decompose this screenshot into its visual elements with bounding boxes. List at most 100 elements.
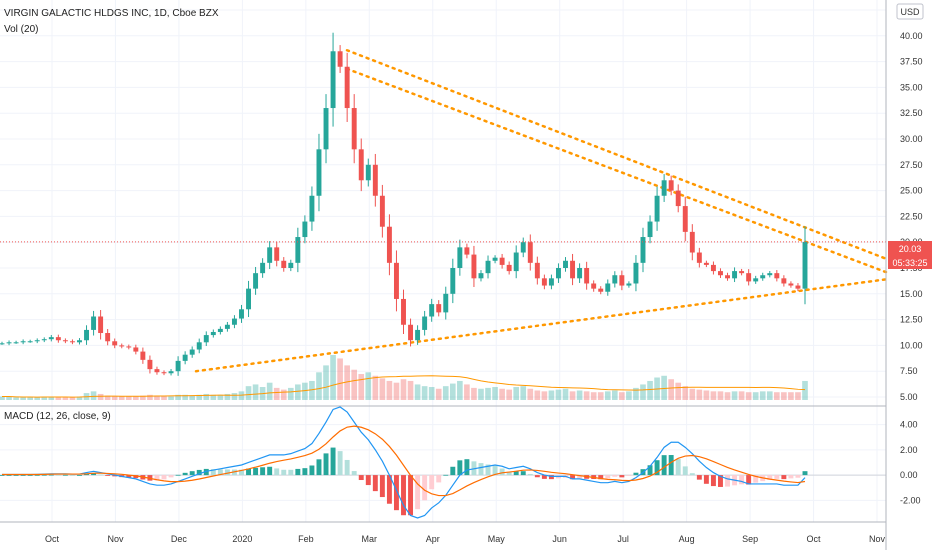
volume-bar (203, 393, 210, 400)
volume-bar (534, 390, 541, 400)
macd-histogram-bar (520, 471, 526, 476)
price-tick-label: 40.00 (900, 31, 923, 41)
macd-histogram-bar (112, 475, 118, 477)
currency-label: USD (900, 7, 920, 17)
candle-body (133, 347, 139, 352)
macd-histogram-bar (309, 465, 315, 476)
countdown-badge (888, 255, 932, 269)
macd-histogram-bar (718, 475, 723, 487)
volume-bar (541, 391, 548, 400)
macd-histogram-bar (274, 468, 280, 476)
candle-body (661, 180, 667, 196)
candle-body (739, 271, 745, 274)
volume-bar (562, 388, 569, 400)
macd-histogram-bar (105, 475, 111, 476)
volume-bar (34, 397, 41, 400)
volume-bar (358, 374, 365, 400)
volume-bar (731, 391, 738, 400)
candle-body (69, 341, 75, 343)
macd-histogram-bar (330, 447, 336, 476)
macd-histogram-bar (661, 455, 667, 476)
macd-histogram-bar (62, 474, 68, 476)
price-candles (0, 32, 808, 376)
macd-histogram-bar (358, 475, 364, 481)
volume-bar (154, 395, 160, 400)
macd-histogram-bar (668, 455, 674, 476)
macd-histogram-bar (710, 475, 716, 487)
macd-histogram-bar (598, 475, 604, 480)
volume-bar (738, 391, 745, 400)
volume-bar (90, 391, 97, 400)
volume-bar (379, 378, 386, 400)
volume-bar (386, 380, 393, 400)
volume-bar (703, 390, 710, 400)
candle-body (591, 283, 597, 289)
trend-lines[interactable] (194, 48, 888, 373)
volume-bar (280, 389, 287, 400)
candle-body (379, 195, 385, 227)
macd-histogram-bar (788, 475, 794, 479)
candle-body (457, 247, 463, 268)
candle-body (725, 275, 730, 279)
candle-body (464, 247, 470, 255)
volume-bar (252, 384, 259, 400)
time-axis[interactable]: Oct Nov Dec 2020 Feb Mar Apr May Jun Jul Aug Sep Oct… (45, 534, 886, 544)
candle-body (710, 264, 716, 272)
price-tick-label: 32.50 (900, 108, 923, 118)
candle-body (415, 329, 421, 341)
candle-body (668, 180, 674, 191)
volume-bar (435, 388, 442, 400)
macd-histogram-bar (527, 473, 533, 476)
volume-bar (781, 392, 787, 400)
macd-histogram-bar (605, 475, 611, 479)
macd-histogram-bar (168, 475, 174, 478)
currency-badge[interactable] (896, 3, 924, 20)
candle-body (168, 371, 174, 374)
macd-histogram-bar (499, 468, 505, 476)
macd-histogram-bar (689, 473, 695, 476)
candle-body (189, 349, 195, 355)
price-tick-label: 22.50 (900, 211, 923, 221)
macd-histogram-bar (436, 475, 442, 483)
volume-bar (548, 390, 555, 400)
macd-histogram-bar (429, 475, 435, 490)
volume-bar (365, 372, 372, 400)
candle-body (217, 328, 223, 332)
candle-body (605, 283, 611, 292)
volume-bar (597, 392, 604, 400)
volume-bar (20, 397, 26, 400)
price-tick-label: 10.00 (900, 340, 923, 350)
macd-axis[interactable]: 4.00 2.00 0.00 -2.00 (900, 420, 921, 506)
macd-histogram-bar (217, 469, 223, 476)
volume-bar (323, 365, 329, 400)
macd-histogram-bar (703, 475, 709, 484)
macd-histogram-bar (802, 471, 808, 476)
volume-bar (457, 380, 463, 400)
volume-bar (696, 389, 703, 400)
candle-body (422, 316, 428, 330)
candle-body (499, 257, 505, 265)
macd-histogram-bar (534, 475, 540, 478)
time-tick-label: Jun (552, 534, 567, 544)
macd-histogram-bar (675, 459, 681, 476)
volume-bar (287, 387, 294, 400)
candle-body (77, 340, 82, 343)
macd-histogram-bar (203, 468, 209, 476)
macd-histogram-bar (344, 459, 350, 476)
volume-bar (499, 388, 505, 400)
volume-bar (724, 392, 731, 400)
candle-body (372, 164, 378, 196)
volume-bar (125, 396, 132, 400)
candle-body (62, 340, 68, 342)
volume-bar (485, 387, 491, 400)
candle-body (175, 360, 181, 372)
macd-histogram-bar (478, 463, 484, 476)
macd-histogram-bar (316, 459, 322, 476)
candle-body (534, 262, 540, 279)
candle-body (450, 268, 456, 294)
candle-body (13, 342, 19, 344)
macd-histogram-bar (725, 475, 730, 487)
candle-body (753, 278, 759, 282)
candle-body (295, 237, 301, 263)
